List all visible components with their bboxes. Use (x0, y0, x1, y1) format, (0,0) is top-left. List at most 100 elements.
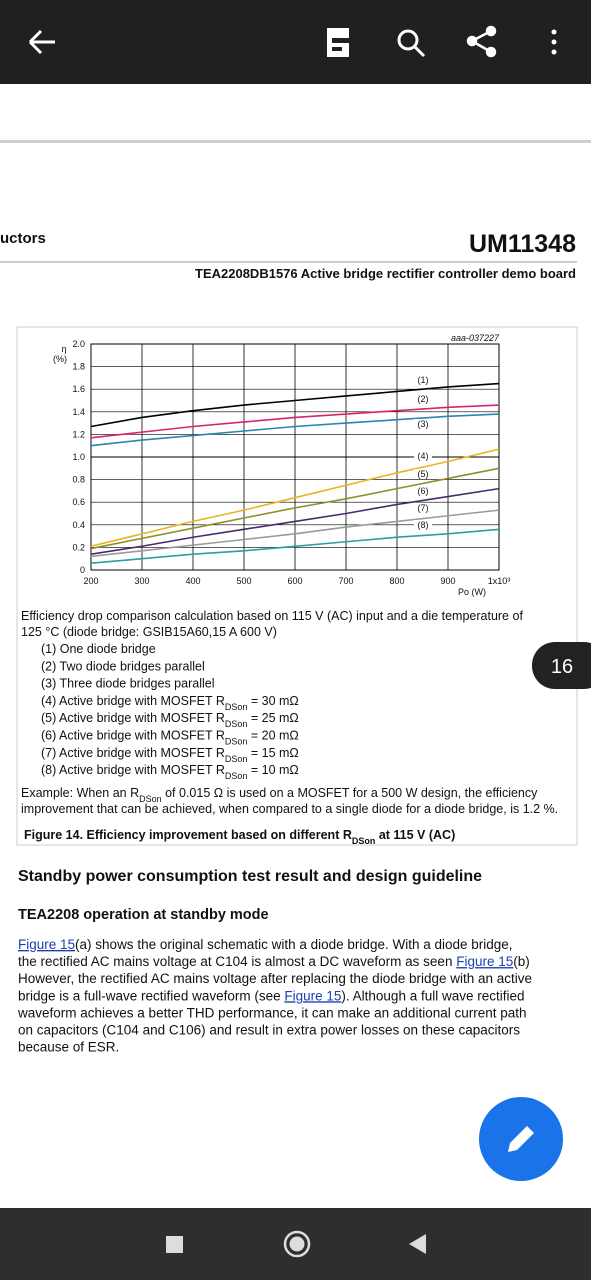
paragraph-line: bridge is a full-wave rectified waveform… (18, 988, 525, 1003)
text-run: Example: When an R (21, 786, 139, 800)
series-label-bg (414, 486, 432, 496)
x-tick-label: 1x10³ (488, 576, 511, 586)
paragraph-line: Figure 15(a) shows the original schemati… (18, 937, 513, 952)
back-button[interactable] (28, 29, 55, 55)
subscript: DSon (352, 836, 376, 846)
subscript: DSon (225, 771, 248, 781)
app-bar (0, 0, 591, 84)
section-heading: Standby power consumption test result an… (18, 868, 482, 885)
series-label: (5) (418, 469, 429, 479)
text-run: because of ESR. (18, 1040, 119, 1055)
y-tick-label: 1.8 (72, 362, 85, 372)
series-line (90, 404, 500, 439)
series-label: (6) (418, 486, 429, 496)
home-button[interactable] (283, 1230, 311, 1258)
text-run: = 25 mΩ (247, 711, 298, 725)
share-button[interactable] (466, 25, 497, 58)
x-tick-label: 200 (83, 576, 98, 586)
subsection-heading: TEA2208 operation at standby mode (18, 907, 269, 923)
series-label-bg (414, 520, 432, 530)
series-line (90, 382, 500, 428)
text-run: (5) Active bridge with MOSFET R (41, 711, 225, 725)
series-label: (1) (418, 375, 429, 385)
text-run: = 30 mΩ (247, 694, 298, 708)
text-run: the rectified AC mains voltage at C104 i… (18, 954, 456, 969)
y-tick-label: 0 (80, 565, 85, 575)
outline-button[interactable] (327, 28, 349, 57)
y-tick-label: 2.0 (72, 339, 85, 349)
subscript: DSon (225, 702, 248, 712)
series-line (90, 487, 500, 555)
y-axis-unit: (%) (53, 354, 67, 364)
series-label: (8) (418, 520, 429, 530)
text-run: (1) One diode bridge (41, 642, 156, 656)
text-run: at 115 V (AC) (375, 828, 455, 842)
y-tick-label: 0.6 (72, 497, 85, 507)
subscript: DSon (225, 737, 248, 747)
y-tick-label: 0.8 (72, 475, 85, 485)
x-tick-label: 500 (236, 576, 251, 586)
y-tick-label: 1.0 (72, 452, 85, 462)
y-axis-label: η (61, 344, 66, 354)
text-run: ). Although a full wave rectified (341, 988, 524, 1003)
search-button[interactable] (397, 29, 426, 58)
paragraph-line: because of ESR. (18, 1040, 119, 1055)
x-tick-label: 600 (287, 576, 302, 586)
legend-item: (5) Active bridge with MOSFET RDSon = 25… (41, 711, 299, 729)
text-run: bridge is a full-wave rectified waveform… (18, 988, 284, 1003)
series-label-bg (414, 394, 432, 404)
subscript: DSon (139, 794, 162, 804)
y-tick-label: 1.6 (72, 384, 85, 394)
y-tick-label: 0.4 (72, 520, 85, 530)
figure-description: 125 °C (diode bridge: GSIB15A60,15 A 600… (21, 625, 277, 639)
page-badge: 16 (532, 642, 591, 689)
toolbar-divider (0, 140, 591, 143)
legend-item: (6) Active bridge with MOSFET RDSon = 20… (41, 729, 299, 747)
text-run: (a) shows the original schematic with a … (75, 937, 512, 952)
series-line (90, 413, 500, 447)
text-run: = 10 mΩ (247, 763, 298, 777)
legend-item: (4) Active bridge with MOSFET RDSon = 30… (41, 694, 299, 712)
header-left: uctors (0, 230, 46, 247)
legend-item: (2) Two diode bridges parallel (41, 659, 205, 673)
series-line (90, 467, 500, 550)
series-label: (3) (418, 419, 429, 429)
text-run: (3) Three diode bridges parallel (41, 677, 214, 691)
text-run: = 15 mΩ (247, 746, 298, 760)
menu-button[interactable] (551, 29, 557, 55)
text-run: = 20 mΩ (247, 729, 298, 743)
x-tick-label: 700 (338, 576, 353, 586)
back-nav-button[interactable] (409, 1234, 426, 1254)
x-tick-label: 900 (440, 576, 455, 586)
text-run: improvement that can be achieved, when c… (21, 802, 558, 816)
badge-bg (532, 642, 591, 689)
doc-subtitle: TEA2208DB1576 Active bridge rectifier co… (195, 266, 576, 281)
subscript: DSon (225, 719, 248, 729)
series-line (90, 448, 500, 548)
series-line (90, 509, 500, 558)
paragraph-line: However, the rectified AC mains voltage … (18, 971, 532, 986)
text-run: (7) Active bridge with MOSFET R (41, 746, 225, 760)
example-text: improvement that can be achieved, when c… (21, 802, 558, 816)
series-label-bg (414, 469, 432, 479)
x-axis-label: Po (W) (458, 587, 486, 597)
subscript: DSon (225, 754, 248, 764)
x-tick-label: 300 (134, 576, 149, 586)
series-label: (2) (418, 394, 429, 404)
legend-item: (8) Active bridge with MOSFET RDSon = 10… (41, 763, 299, 781)
series-label-bg (414, 503, 432, 513)
x-tick-label: 800 (389, 576, 404, 586)
series-label: (4) (418, 451, 429, 461)
series-label-bg (414, 419, 432, 429)
text-run: (2) Two diode bridges parallel (41, 659, 205, 673)
recents-button[interactable] (166, 1236, 183, 1253)
example-text: Example: When an RDSon of 0.015 Ω is use… (21, 786, 538, 804)
figure-id: aaa-037227 (451, 333, 500, 343)
legend-item: (1) One diode bridge (41, 642, 156, 656)
edit-fab[interactable] (479, 1097, 563, 1181)
series-label-bg (414, 451, 432, 461)
legend-item: (7) Active bridge with MOSFET RDSon = 15… (41, 746, 299, 764)
text-run: Figure 14. Efficiency improvement based … (24, 828, 352, 842)
figure-link: Figure 15 (18, 937, 75, 952)
